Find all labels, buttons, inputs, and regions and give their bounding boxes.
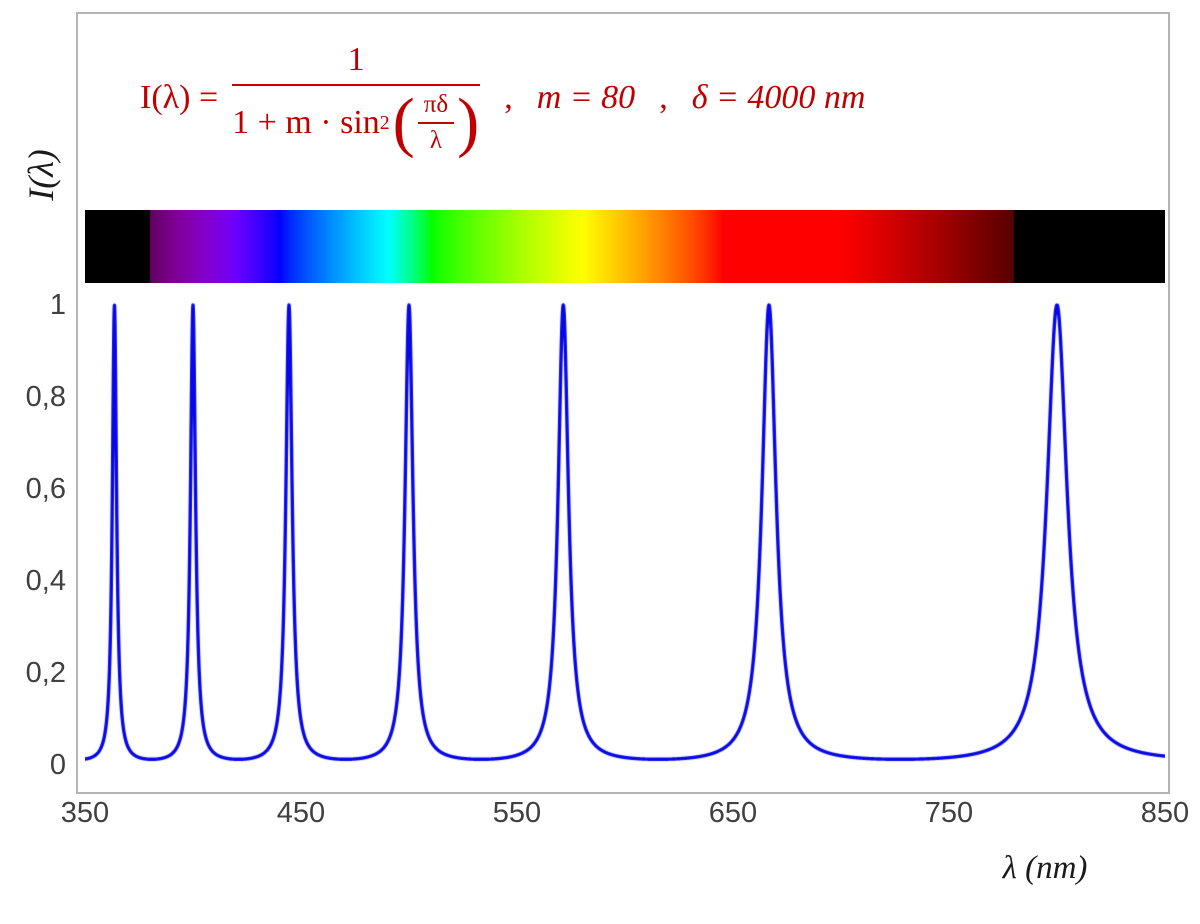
- x-tick-350: 350: [60, 797, 110, 829]
- y-tick-0-6: 0,6: [25, 473, 66, 505]
- y-tick-0-2: 0,2: [25, 657, 66, 689]
- x-tick-550: 550: [492, 797, 542, 829]
- y-axis-label: I(λ): [21, 149, 61, 201]
- x-tick-750: 750: [924, 797, 974, 829]
- fraction-denominator: 1 + m · sin 2 ( πδ λ ): [232, 86, 480, 160]
- x-tick-450: 450: [276, 797, 326, 829]
- open-paren: (: [392, 86, 415, 160]
- inner-numerator: πδ: [423, 91, 449, 118]
- intensity-curve-canvas: [85, 297, 1165, 769]
- x-tick-850: 850: [1140, 797, 1190, 829]
- separator-comma: ,: [659, 79, 668, 116]
- formula-fraction: 1 1 + m · sin 2 ( πδ λ ): [232, 41, 481, 160]
- separator-comma: ,: [504, 79, 513, 116]
- y-tick-1: 1: [49, 289, 66, 321]
- inner-fraction: πδ λ: [417, 91, 455, 155]
- fraction-bar: [232, 84, 481, 86]
- inner-fraction-bar: [417, 122, 455, 124]
- fraction-numerator: 1: [347, 41, 365, 78]
- denominator-prefix: 1 + m · sin: [232, 104, 380, 141]
- inner-denominator: λ: [429, 127, 442, 154]
- formula-annotation: I(λ) = 1 1 + m · sin 2 ( πδ λ ) , m = 80 …: [140, 32, 866, 164]
- x-tick-650: 650: [708, 797, 758, 829]
- formula-lhs: I(λ) =: [140, 79, 219, 116]
- y-tick-0: 0: [49, 749, 66, 781]
- close-paren: ): [457, 86, 480, 160]
- y-tick-0-8: 0,8: [25, 381, 66, 413]
- delta-parameter: δ = 4000 nm: [691, 79, 866, 116]
- y-tick-0-4: 0,4: [25, 565, 66, 597]
- x-axis-label: λ (nm): [1002, 850, 1088, 886]
- m-parameter: m = 80: [536, 79, 636, 116]
- visible-spectrum-bar: [85, 210, 1165, 283]
